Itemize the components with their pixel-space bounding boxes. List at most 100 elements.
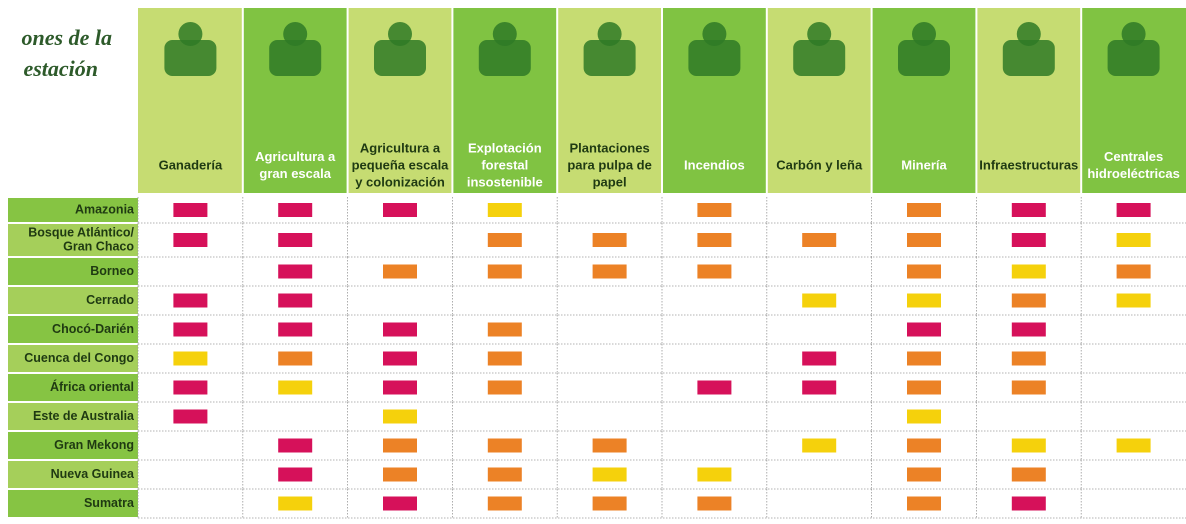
impact-mark	[802, 293, 837, 308]
impact-mark	[1011, 233, 1046, 247]
row-label: Chocó-Darién	[52, 322, 134, 336]
row-header-bg	[8, 490, 138, 517]
row-header-bg	[8, 224, 138, 256]
column-label: para pulpa de	[567, 157, 652, 172]
impact-mark	[1116, 438, 1151, 453]
column-label: y colonización	[355, 174, 445, 189]
row-header-bg	[8, 345, 138, 372]
impact-mark	[487, 233, 522, 247]
impact-mark	[802, 438, 837, 453]
impact-mark	[907, 380, 941, 395]
column-icon	[374, 40, 426, 76]
row-label: Bosque Atlántico/	[28, 225, 134, 239]
impact-mark	[802, 233, 837, 247]
row-label: Cerrado	[86, 293, 134, 307]
impact-mark	[1011, 322, 1046, 337]
row-header-bg	[8, 198, 138, 222]
column-label: hidroeléctricas	[1087, 166, 1180, 181]
impact-mark	[697, 264, 732, 279]
impact-mark	[697, 233, 732, 247]
column-label: Agricultura a	[360, 140, 441, 155]
impact-mark	[592, 438, 627, 453]
impact-mark	[1011, 467, 1046, 482]
impact-mark	[278, 496, 313, 511]
impact-mark	[487, 496, 522, 511]
impact-mark	[907, 233, 941, 247]
row-label: Sumatra	[84, 496, 135, 510]
impact-mark	[278, 203, 313, 217]
column-icon	[688, 40, 741, 76]
column-label: pequeña escala	[352, 157, 450, 172]
impact-mark	[487, 467, 522, 482]
column-label: insostenible	[467, 174, 543, 189]
title-line: ones de la	[22, 25, 112, 50]
impact-mark	[1011, 496, 1046, 511]
column-icon	[898, 40, 950, 76]
row-header-bg	[8, 461, 138, 488]
impact-mark	[173, 322, 208, 337]
impact-mark	[383, 351, 417, 366]
impact-mark	[278, 322, 313, 337]
column-label: gran escala	[259, 166, 331, 181]
impact-mark	[907, 264, 941, 279]
impact-mark	[278, 351, 313, 366]
impact-mark	[487, 438, 522, 453]
row-label: África oriental	[50, 379, 134, 394]
column-label: Carbón y leña	[776, 157, 863, 172]
column-icon	[1121, 22, 1146, 46]
row-label: Cuenca del Congo	[24, 351, 134, 365]
column-icon	[1107, 40, 1160, 76]
row-header-bg	[8, 287, 138, 314]
impact-mark	[487, 264, 522, 279]
column-label: papel	[593, 174, 627, 189]
impact-mark	[383, 496, 417, 511]
row-header-bg	[8, 258, 138, 285]
impact-mark	[383, 264, 417, 279]
title-line: estación	[23, 56, 98, 81]
impact-mark	[1116, 264, 1151, 279]
column-icon	[478, 40, 531, 76]
impact-mark	[907, 438, 941, 453]
impact-mark	[383, 409, 417, 424]
impact-mark	[697, 203, 732, 217]
impact-mark	[802, 351, 837, 366]
impact-mark	[1011, 438, 1046, 453]
row-label: Borneo	[90, 264, 134, 278]
impact-mark	[1011, 264, 1046, 279]
column-label: Incendios	[684, 157, 745, 172]
impact-mark	[1011, 380, 1046, 395]
impact-mark	[907, 467, 941, 482]
impact-mark	[697, 380, 732, 395]
impact-mark	[278, 438, 313, 453]
column-label: Agricultura a	[255, 149, 336, 164]
impact-mark	[383, 322, 417, 337]
impact-mark	[487, 380, 522, 395]
impact-mark	[278, 264, 313, 279]
impact-mark	[487, 322, 522, 337]
impact-mark	[1011, 293, 1046, 308]
impact-mark	[802, 380, 837, 395]
impact-mark	[1116, 203, 1151, 217]
impact-mark	[278, 293, 313, 308]
column-icon	[492, 22, 517, 46]
impact-mark	[697, 496, 732, 511]
row-header-bg	[8, 316, 138, 343]
row-header-bg	[8, 374, 138, 401]
impact-mark	[697, 467, 732, 482]
row-label: Amazonia	[75, 202, 135, 216]
impact-mark	[278, 380, 313, 395]
column-icon	[597, 22, 622, 46]
impact-mark	[907, 351, 941, 366]
impact-mark	[383, 203, 417, 217]
impact-mark	[1011, 203, 1046, 217]
impact-mark	[1011, 351, 1046, 366]
row-label: Nueva Guinea	[51, 467, 135, 481]
column-icon	[583, 40, 636, 76]
column-icon	[388, 22, 412, 46]
impact-mark	[173, 409, 208, 424]
impact-mark	[907, 496, 941, 511]
row-label: Este de Australia	[33, 409, 135, 423]
column-icon	[807, 22, 832, 46]
column-label: Centrales	[1104, 149, 1163, 164]
